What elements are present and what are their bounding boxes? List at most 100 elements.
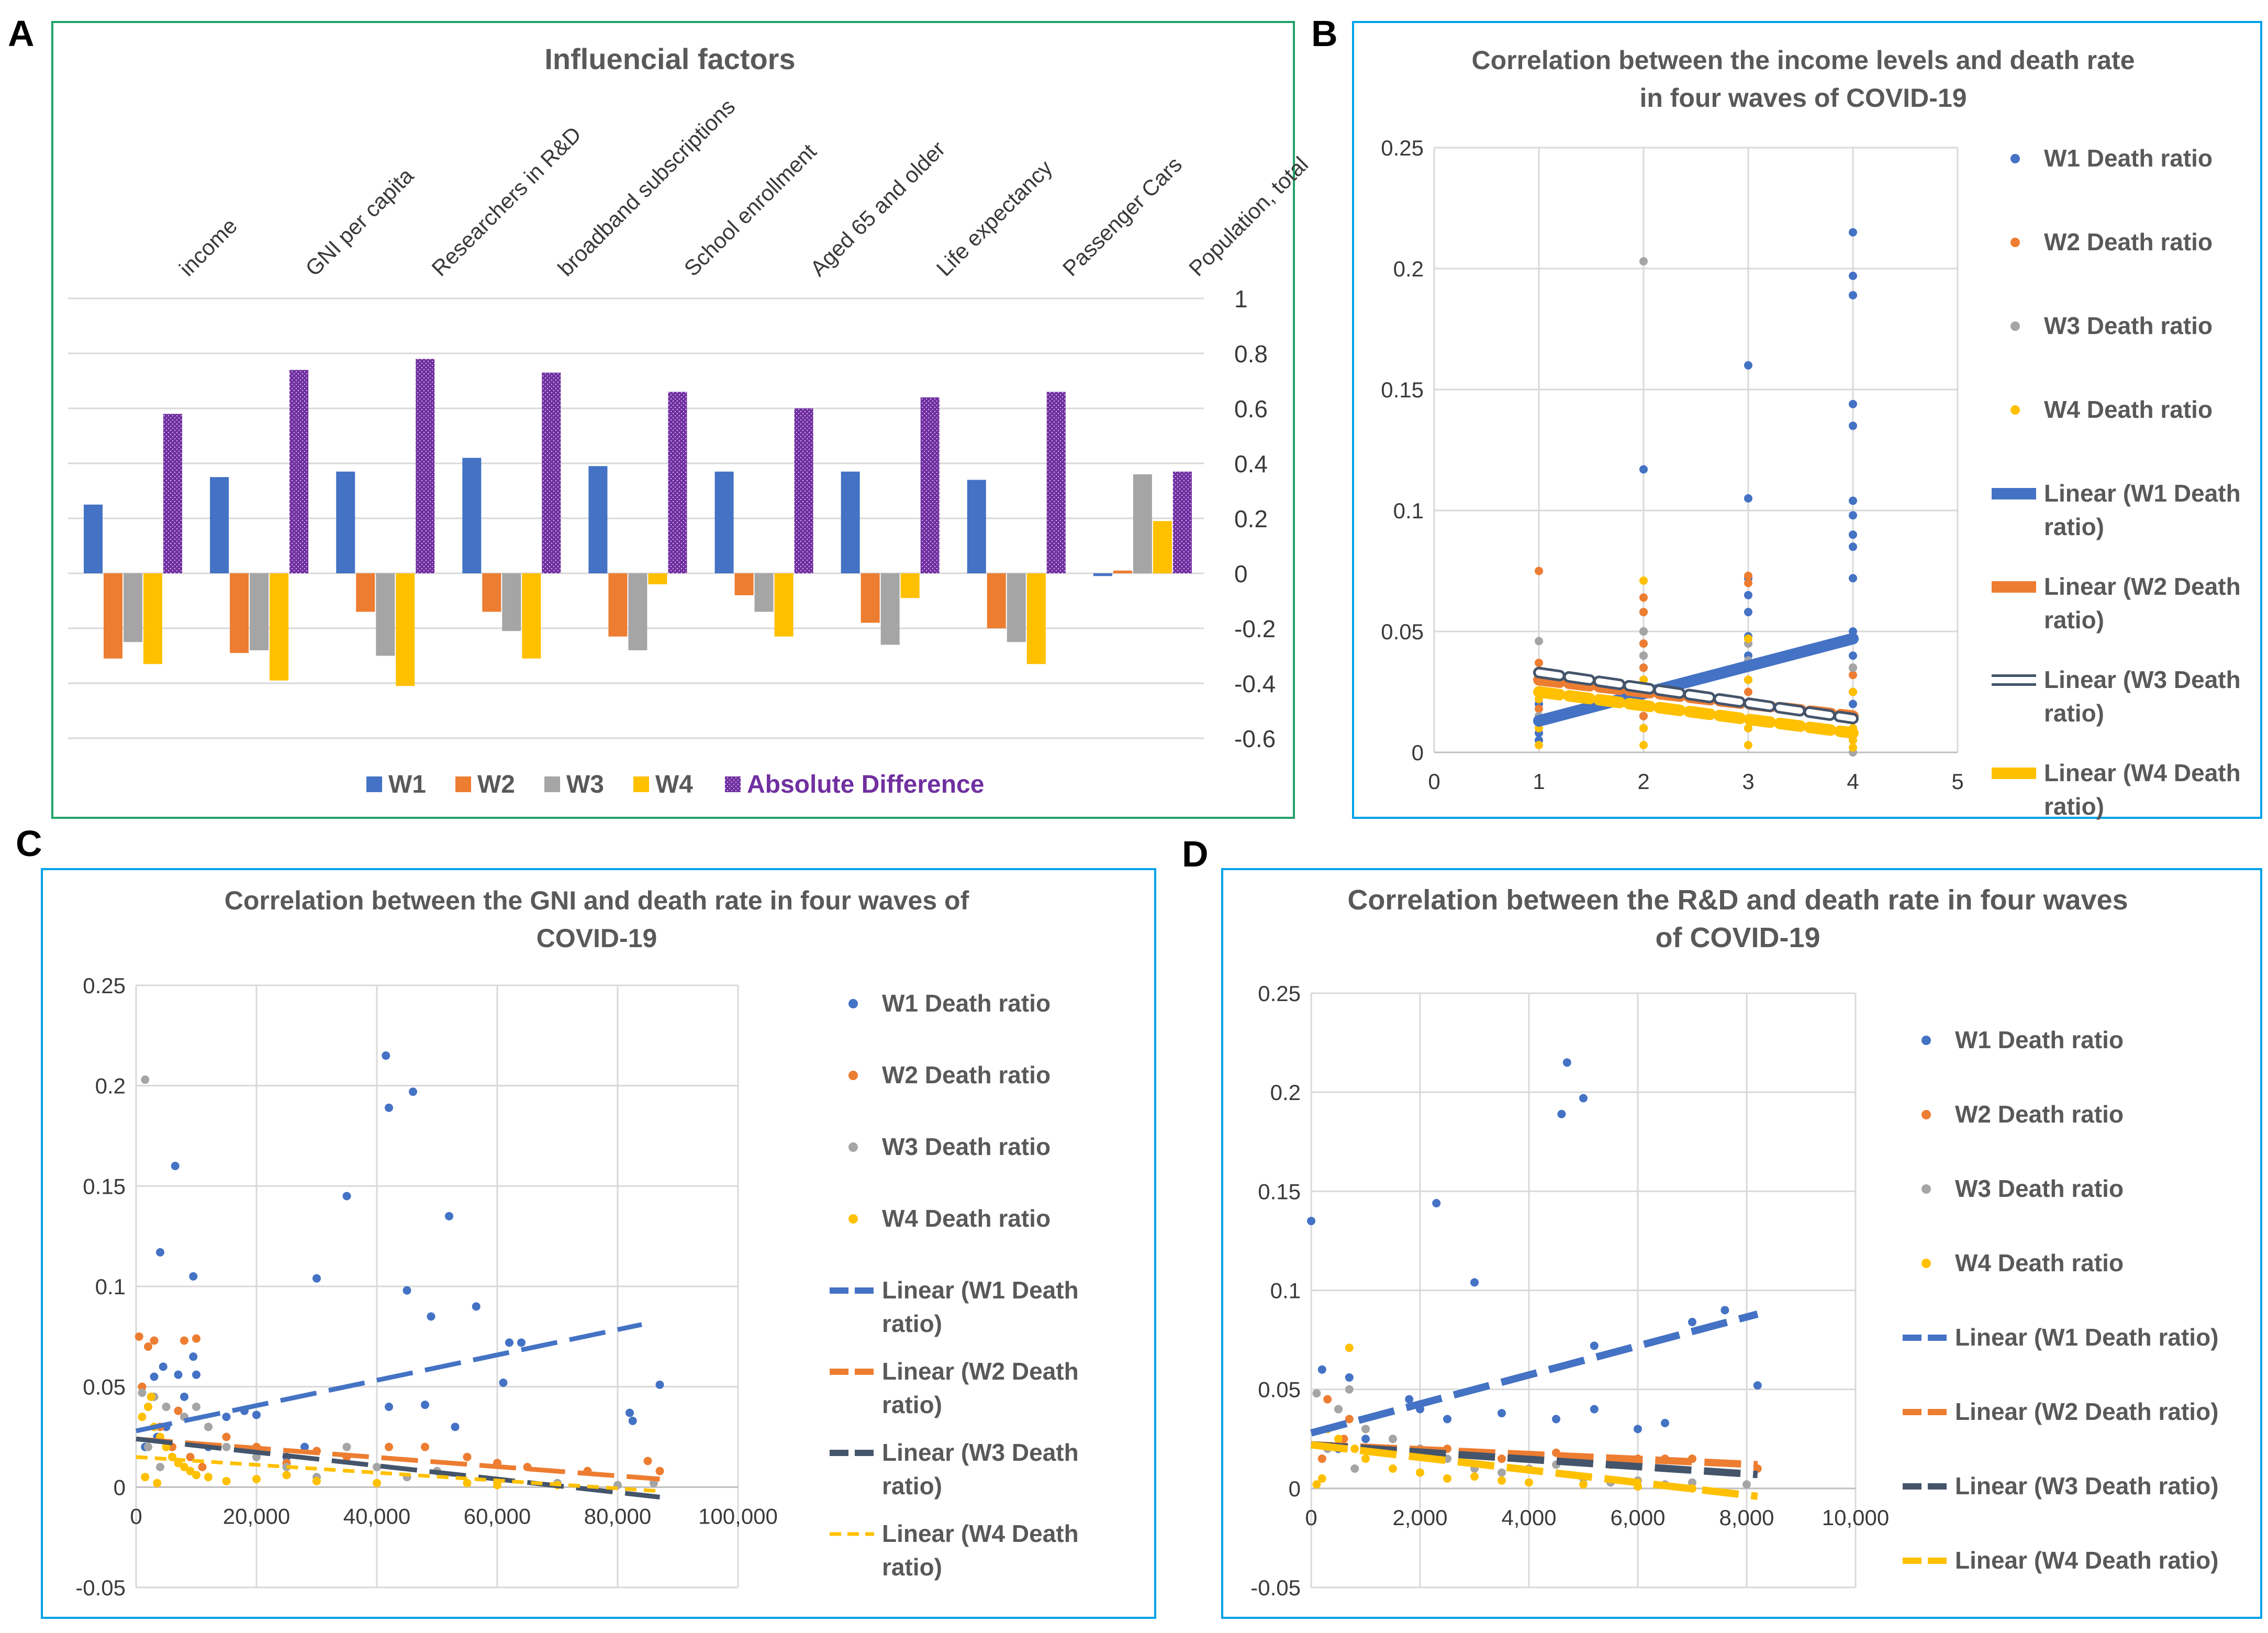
point-w2-death-ratio [463,1452,472,1461]
legend-marker [848,1214,858,1224]
point-w4-death-ratio [493,1481,501,1490]
y-tick-label: 0.15 [83,1174,126,1198]
x-tick-label: 5 [1951,769,1963,794]
x-tick-label: 4 [1847,769,1859,794]
point-w1-death-ratio [445,1212,453,1220]
legend-label: ratio) [882,1391,942,1418]
point-w1-death-ratio [1432,1199,1441,1208]
bar-w4 [774,573,794,637]
point-w4-death-ratio [1535,741,1543,750]
y-tick-label: -0.05 [1250,1575,1301,1600]
point-w4-death-ratio [1579,1480,1588,1489]
point-w3-death-ratio [138,1388,147,1397]
panel-b-scatter-chart: Correlation between the income levels an… [1381,46,2240,820]
bar-w2 [356,573,375,612]
point-w1-death-ratio [1849,542,1857,551]
point-w4-death-ratio [222,1476,231,1485]
point-w1-death-ratio [192,1370,200,1379]
point-w3-death-ratio [373,1463,381,1471]
point-w4-death-ratio [1312,1480,1321,1489]
point-w2-death-ratio [180,1336,188,1345]
panel-d-scatter-chart: Correlation between the R&D and death ra… [1250,884,2218,1600]
point-w4-death-ratio [1849,743,1857,752]
point-w1-death-ratio [252,1410,261,1419]
bar-absolute-difference [1046,392,1066,573]
point-w4-death-ratio [1498,1476,1506,1485]
bar-absolute-difference [289,370,309,573]
point-w3-death-ratio [1742,1480,1751,1489]
x-tick-label: 4,000 [1501,1505,1556,1530]
point-w1-death-ratio [385,1103,393,1112]
point-w4-death-ratio [1849,687,1857,696]
legend-label: ratio) [882,1310,942,1337]
y-tick-label: 0.25 [83,973,126,998]
x-tick-label: 100,000 [698,1504,778,1528]
point-w3-death-ratio [204,1423,213,1431]
point-w2-death-ratio [1639,608,1648,617]
point-w2-death-ratio [150,1336,159,1345]
point-w2-death-ratio [138,1382,147,1391]
point-w1-death-ratio [1744,608,1752,617]
legend-swatch [455,776,471,792]
point-w4-death-ratio [463,1479,472,1487]
point-w1-death-ratio [1317,1365,1326,1374]
legend-label: W4 [655,771,693,798]
point-w2-death-ratio [198,1463,207,1471]
x-tick-label: 3 [1742,769,1754,794]
bar-absolute-difference [794,408,813,573]
bar-w1 [841,471,860,573]
bar-w2 [482,573,501,612]
trendline-4 [1311,1441,1758,1500]
trendline-4 [1533,686,1859,739]
point-w1-death-ratio [628,1416,637,1425]
point-w4-death-ratio [186,1467,195,1475]
point-w1-death-ratio [159,1362,167,1371]
point-w1-death-ratio [1849,511,1857,520]
point-w4-death-ratio [192,1471,200,1480]
legend-label: Linear (W1 Death [2044,480,2241,507]
bar-w4 [270,573,289,681]
y-tick-label: -0.6 [1234,725,1276,752]
legend-label: ratio) [2044,699,2104,727]
y-tick-label: 0.1 [1270,1279,1301,1303]
legend-marker [2010,405,2020,415]
point-w1-death-ratio [1361,1435,1370,1443]
legend-label: W3 Death ratio [2044,312,2213,339]
point-w1-death-ratio [403,1286,411,1295]
point-w1-death-ratio [1849,271,1857,280]
legend-label: W3 Death ratio [1955,1175,2124,1202]
point-w2-death-ratio [1849,671,1857,680]
bar-w2 [104,573,122,659]
point-w1-death-ratio [625,1408,634,1417]
legend-swatch [366,776,382,792]
point-w1-death-ratio [150,1372,159,1381]
legend-label: W3 [566,771,604,798]
point-w3-death-ratio [141,1075,150,1084]
point-w3-death-ratio [1639,651,1648,660]
point-w4-death-ratio [252,1475,261,1483]
x-tick-label: 0 [1305,1505,1317,1530]
bar-w4 [522,573,541,659]
point-w2-death-ratio [186,1452,195,1461]
bar-w3 [754,573,774,612]
x-tick-label: 0 [130,1504,142,1528]
legend-label: Linear (W3 Death [882,1439,1079,1466]
legend-marker [1921,1184,1931,1194]
bar-w2 [230,573,249,653]
bar-absolute-difference [1172,471,1192,573]
point-w1-death-ratio [189,1352,198,1361]
point-w1-death-ratio [499,1379,508,1387]
point-w4-death-ratio [1639,741,1648,750]
trendline-2 [136,1436,660,1482]
bar-w3 [250,573,269,650]
legend-label: Linear (W3 Death [2044,666,2241,693]
point-w3-death-ratio [342,1442,351,1451]
point-w4-death-ratio [312,1476,321,1485]
point-w1-death-ratio [1498,1409,1506,1418]
chart-title: COVID-19 [537,924,657,953]
y-tick-label: 0.4 [1234,450,1268,477]
legend-label: W1 Death ratio [882,990,1051,1017]
y-tick-label: 0.05 [1381,619,1424,644]
point-w1-death-ratio [1744,361,1752,370]
